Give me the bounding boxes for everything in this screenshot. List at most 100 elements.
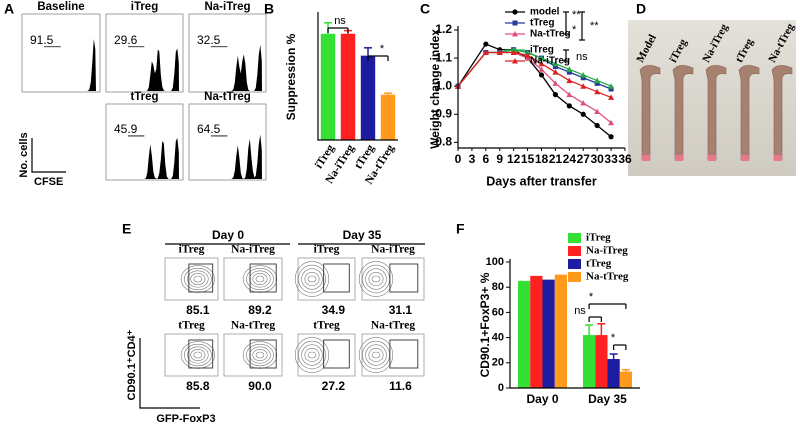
plot-title: Na-tTreg [231,320,276,332]
marker [566,77,573,84]
plot-frame [223,257,283,301]
gate-value: 89.2 [248,303,272,317]
marker [552,80,559,86]
y-tick-label: 20 [492,357,504,369]
histogram [138,48,179,91]
bar [360,55,376,140]
panel-letter: E [122,221,131,237]
annotation: * [380,43,385,55]
marker [552,69,559,75]
contour [193,275,203,283]
marker [608,86,614,92]
axis-arrows [31,138,66,173]
contour [301,344,323,366]
y-tick-label: 0.8 [435,135,452,149]
contour [298,264,326,294]
plot-title: iTreg [314,244,340,256]
contour [190,273,206,285]
gate-value: 85.1 [186,303,210,317]
plot-frame [164,257,219,301]
x-tick-label: 0 [455,152,462,166]
gate [188,339,214,369]
gate [188,263,214,293]
legend-label: Na-tTreg [586,271,629,283]
contour [183,267,212,291]
contour [252,273,268,285]
plot-title: Na-iTreg [371,244,415,256]
y-tick-label: 60 [492,306,504,318]
marker [552,60,559,67]
gate-value: 85.8 [186,379,210,393]
plot-frame [297,257,356,301]
x-axis-label: Days after transfer [486,174,597,188]
x-tick-label: 15 [521,152,535,166]
plot-frame [188,13,267,93]
marker [566,69,572,75]
contour [365,344,387,366]
bar [554,274,568,388]
legend-label: iTreg [530,45,554,56]
annotation: ns [576,51,588,63]
contour [180,265,215,293]
gate-value: 27.2 [322,379,346,393]
plot-title: tTreg [178,320,205,332]
legend-marker [512,58,518,64]
legend-label: iTreg [586,232,611,244]
annotation: * [611,332,616,344]
plot-frame [164,333,219,377]
marker [594,80,600,86]
axes [457,26,625,149]
contour [362,264,390,294]
gate-value: 32.5 [197,33,221,47]
plot-frame [361,257,425,301]
x-tick-label: 36 [618,152,632,166]
y-axis-label: Suppression % [284,33,298,120]
contour [255,275,265,283]
contour [294,261,330,297]
plot-frame [361,333,425,377]
y-tick-label: 40 [492,332,504,344]
contour [365,268,387,290]
marker [608,94,615,100]
y-tick-label: 1.0 [435,78,452,92]
panel-letter: A [4,1,14,17]
plot-title: Na-iTreg [231,244,275,256]
annotation: ns [574,305,586,317]
plot-frame [105,103,184,181]
legend-swatch [568,233,581,243]
marker [538,72,545,78]
marker [482,49,489,55]
contour [190,349,206,361]
contour [362,340,390,370]
gate-value: 90.0 [248,379,272,393]
contour [368,348,384,362]
contour [294,337,330,373]
contour [304,272,320,286]
x-tick-label: 30 [590,152,604,166]
marker [538,60,545,67]
marker [538,55,545,61]
contour [301,268,323,290]
y-tick-label: 80 [492,281,504,293]
x-tick-label: 12 [507,152,521,166]
bar [582,335,596,388]
marker [566,103,572,109]
colon-tip [708,155,716,161]
colon [738,65,760,161]
legend-label: Na-iTreg [586,245,628,257]
contour [187,270,209,288]
legend-marker [512,9,518,15]
histogram [221,44,262,91]
y-axis-label: CD90.1⁺CD4⁺ [126,329,138,400]
contour [307,351,317,359]
legend-swatch [568,259,581,269]
marker [594,77,601,84]
contour [255,351,265,359]
x-tick-label: Day 0 [526,392,558,406]
x-tick-label: 3 [469,152,476,166]
marker [594,122,600,129]
day-header: Day 35 [343,228,382,242]
legend-swatch [568,272,581,282]
contour [298,340,326,370]
marker [483,41,489,47]
